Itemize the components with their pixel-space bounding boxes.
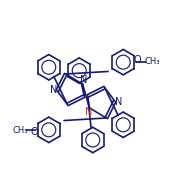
Text: N: N — [80, 75, 87, 85]
Text: O: O — [31, 127, 38, 137]
Text: N: N — [50, 85, 57, 95]
Text: N: N — [115, 97, 122, 107]
Text: CH₃: CH₃ — [144, 57, 160, 66]
Text: O: O — [134, 55, 141, 65]
Text: CH₃: CH₃ — [12, 126, 28, 135]
Text: N: N — [85, 107, 92, 117]
